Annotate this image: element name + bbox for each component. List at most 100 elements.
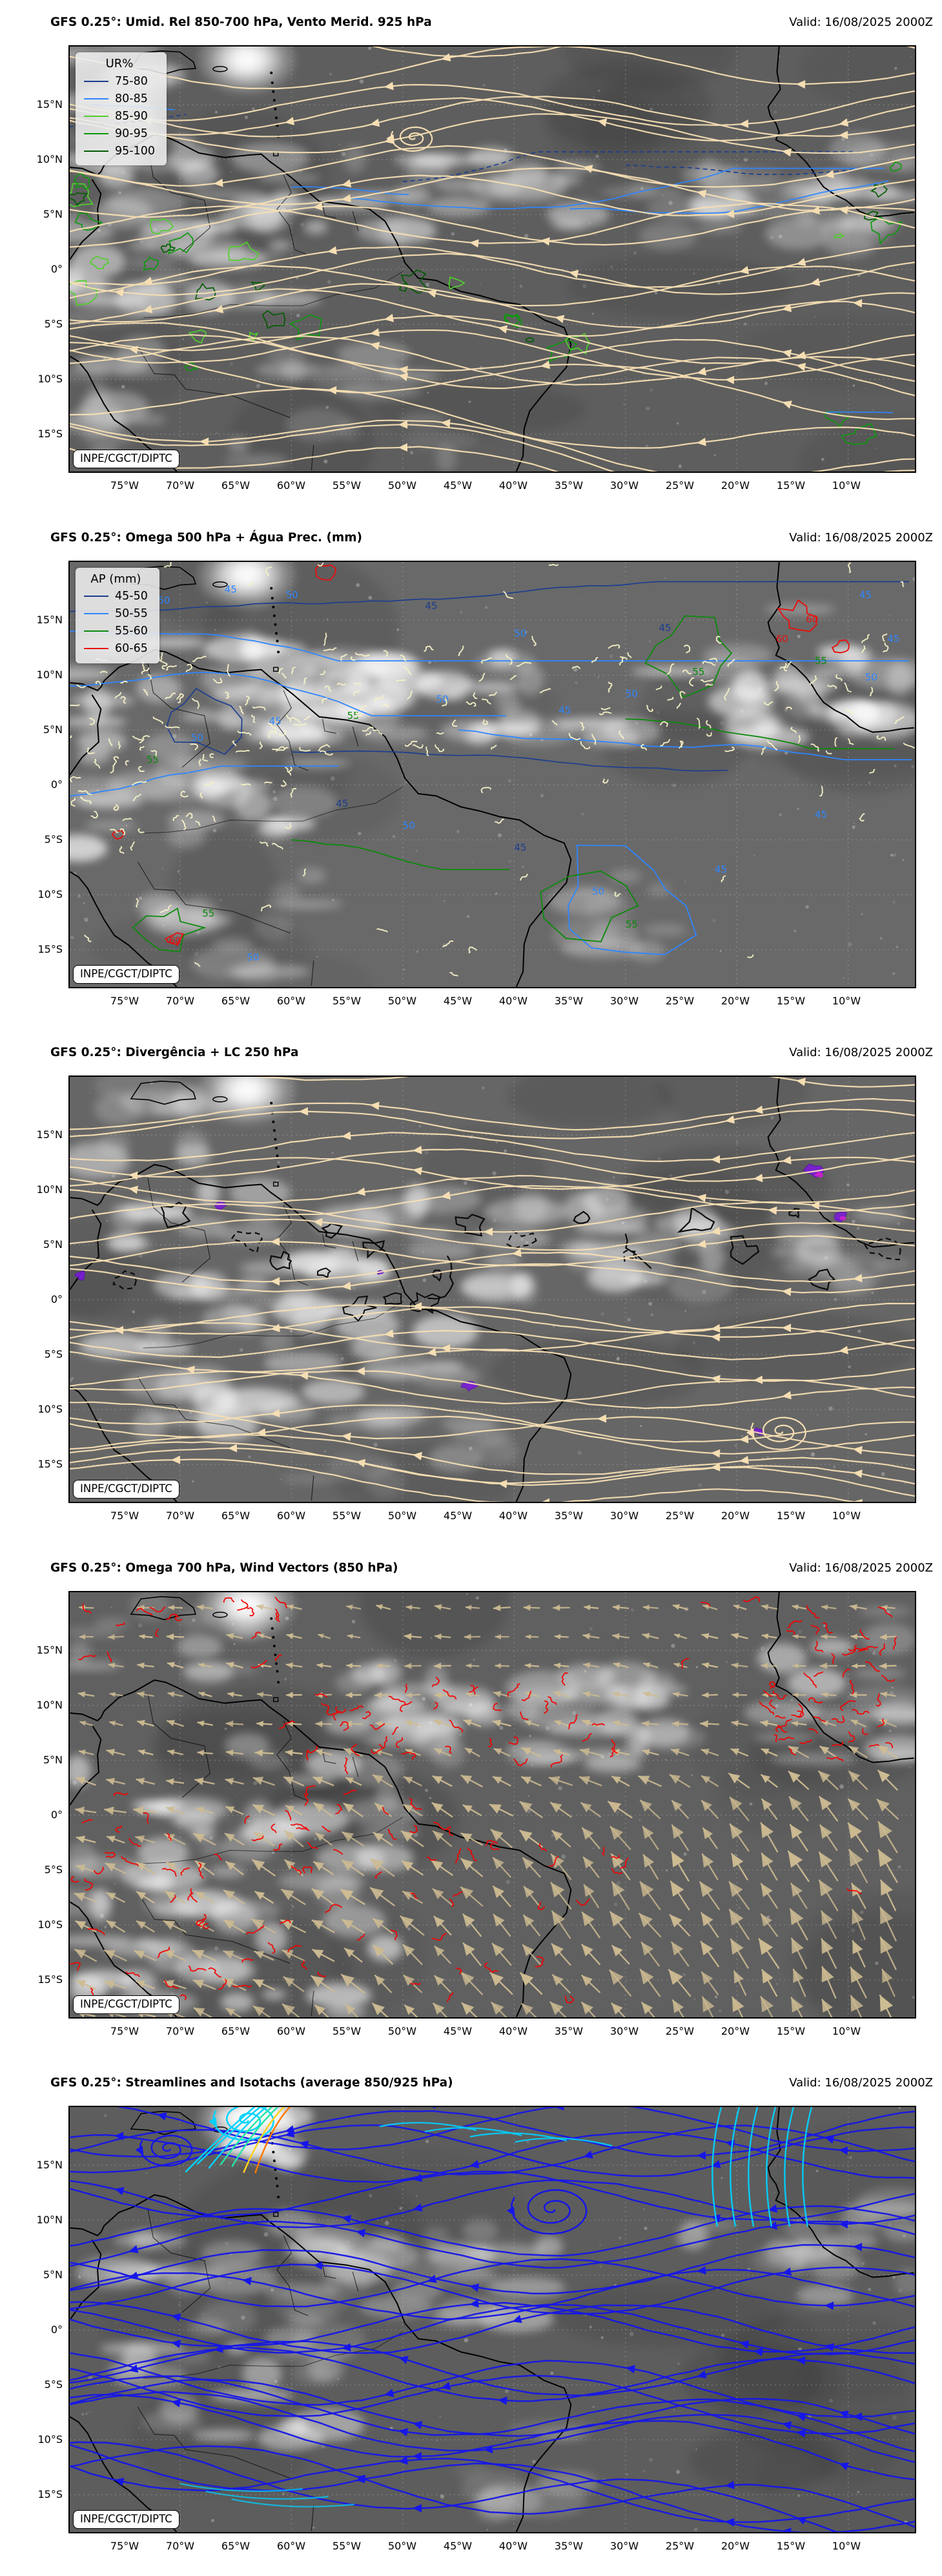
x-tick-label: 65°W [221,2540,251,2553]
x-tick-label: 50°W [387,2540,417,2553]
panel-omega500-agua-prec: GFS 0.25°: Omega 500 hPa + Água Prec. (m… [0,515,942,1031]
y-tick-label: 10°S [37,1918,63,1931]
attribution-badge: INPE/CGCT/DIPTC [73,1995,179,2014]
x-tick-label: 75°W [110,1510,139,1522]
svg-text:45: 45 [859,589,872,601]
x-tick-label: 15°W [776,2024,806,2037]
attribution-badge: INPE/CGCT/DIPTC [73,450,179,468]
x-tick-label: 75°W [110,479,139,492]
x-tick-label: 65°W [221,1510,251,1522]
map-graphic [70,2107,915,2533]
svg-text:60: 60 [806,613,818,625]
panel-header: GFS 0.25°: Omega 700 hPa, Wind Vectors (… [50,1561,933,1575]
panel-title: GFS 0.25°: Streamlines and Isotachs (ave… [50,2076,453,2090]
y-tick-label: 15°N [36,613,63,626]
svg-text:50: 50 [286,589,298,601]
x-tick-label: 15°W [776,479,806,492]
x-tick-label: 40°W [498,994,528,1007]
legend-title: UR% [105,57,134,70]
x-tick-label: 65°W [221,2024,251,2037]
svg-text:60: 60 [776,633,788,645]
svg-text:50: 50 [403,820,415,831]
x-tick-label: 40°W [498,2540,528,2553]
legend-line-swatch [84,80,108,82]
y-tick-label: 10°N [36,2214,63,2227]
legend-row: 50-55 [84,605,148,623]
x-tick-label: 70°W [165,2540,195,2553]
x-tick-label: 45°W [443,2024,473,2037]
svg-text:50: 50 [191,732,203,743]
map-canvas: UR% 75-80 80-85 85-90 90-95 95-100 INPE/CGCT/… [68,45,916,473]
x-tick-label: 60°W [276,994,306,1007]
x-tick-label: 30°W [609,994,639,1007]
y-tick-label: 10°N [36,1183,63,1196]
x-tick-label: 55°W [332,2540,362,2553]
x-tick-label: 40°W [498,1510,528,1522]
x-tick-label: 10°W [832,2540,861,2553]
legend-row: 75-80 [84,72,155,90]
legend-row: 90-95 [84,125,155,142]
map-legend: UR% 75-80 80-85 85-90 90-95 95-100 [76,52,167,165]
y-tick-label: 5°N [43,723,63,736]
x-tick-label: 30°W [609,479,639,492]
x-tick-label: 30°W [609,2540,639,2553]
svg-text:45: 45 [336,798,348,809]
x-tick-label: 15°W [776,994,806,1007]
x-tick-label: 70°W [165,479,195,492]
legend-row: 60-65 [84,640,148,658]
legend-line-swatch [84,648,108,650]
y-tick-label: 15°N [36,98,63,110]
y-tick-label: 15°S [37,942,63,955]
svg-text:45: 45 [514,842,526,853]
svg-text:55: 55 [147,754,159,765]
x-tick-label: 45°W [443,1510,473,1522]
panel-header: GFS 0.25°: Streamlines and Isotachs (ave… [50,2076,933,2090]
svg-text:45: 45 [225,583,237,595]
legend-row: 55-60 [84,623,148,640]
y-tick-label: 0° [50,263,63,275]
svg-text:50: 50 [247,951,259,963]
x-tick-label: 55°W [332,2024,362,2037]
y-tick-label: 10°N [36,1698,63,1711]
x-tick-label: 55°W [332,1510,362,1522]
y-tick-label: 15°S [37,1458,63,1471]
svg-text:45: 45 [269,715,282,727]
x-tick-label: 15°W [776,2540,806,2553]
x-tick-label: 75°W [110,994,139,1007]
x-tick-label: 60°W [276,2024,306,2037]
x-tick-label: 65°W [221,994,251,1007]
x-tick-label: 10°W [832,994,861,1007]
panel-title: GFS 0.25°: Omega 500 hPa + Água Prec. (m… [50,530,362,545]
panel-header: GFS 0.25°: Umid. Rel 850-700 hPa, Vento … [50,16,933,29]
y-tick-label: 5°N [43,1238,63,1251]
x-tick-label: 75°W [110,2024,139,2037]
svg-text:55: 55 [692,666,704,678]
svg-text:45: 45 [659,622,671,634]
y-tick-label: 5°N [43,208,63,220]
x-tick-label: 10°W [832,479,861,492]
x-tick-label: 25°W [665,2024,695,2037]
map-canvas: INPE/CGCT/DIPTC [68,1590,916,2019]
panel-title: GFS 0.25°: Divergência + LC 250 hPa [50,1046,299,1060]
x-tick-label: 35°W [554,1510,584,1522]
y-tick-label: 0° [50,1293,63,1306]
x-tick-label: 65°W [221,479,251,492]
y-tick-label: 5°N [43,1753,63,1766]
legend-label: 60-65 [115,642,148,656]
svg-text:50: 50 [865,671,877,683]
panel-omega700-wind-vectors: GFS 0.25°: Omega 700 hPa, Wind Vectors (… [0,1545,942,2061]
x-tick-label: 50°W [387,2024,417,2037]
attribution-badge: INPE/CGCT/DIPTC [73,964,179,984]
legend-title: AP (mm) [90,572,141,586]
legend-label: 85-90 [115,109,148,123]
y-tick-label: 15°S [37,1973,63,1986]
x-tick-label: 70°W [165,2024,195,2037]
x-tick-label: 25°W [665,2540,695,2553]
legend-row: 80-85 [84,90,155,107]
panel-umid-rel-vento-merid: GFS 0.25°: Umid. Rel 850-700 hPa, Vento … [0,0,942,515]
x-tick-label: 20°W [721,2540,750,2553]
legend-line-swatch [84,115,108,117]
x-tick-label: 60°W [276,2540,306,2553]
x-tick-label: 15°W [776,1510,806,1522]
y-tick-label: 5°S [44,2378,63,2391]
